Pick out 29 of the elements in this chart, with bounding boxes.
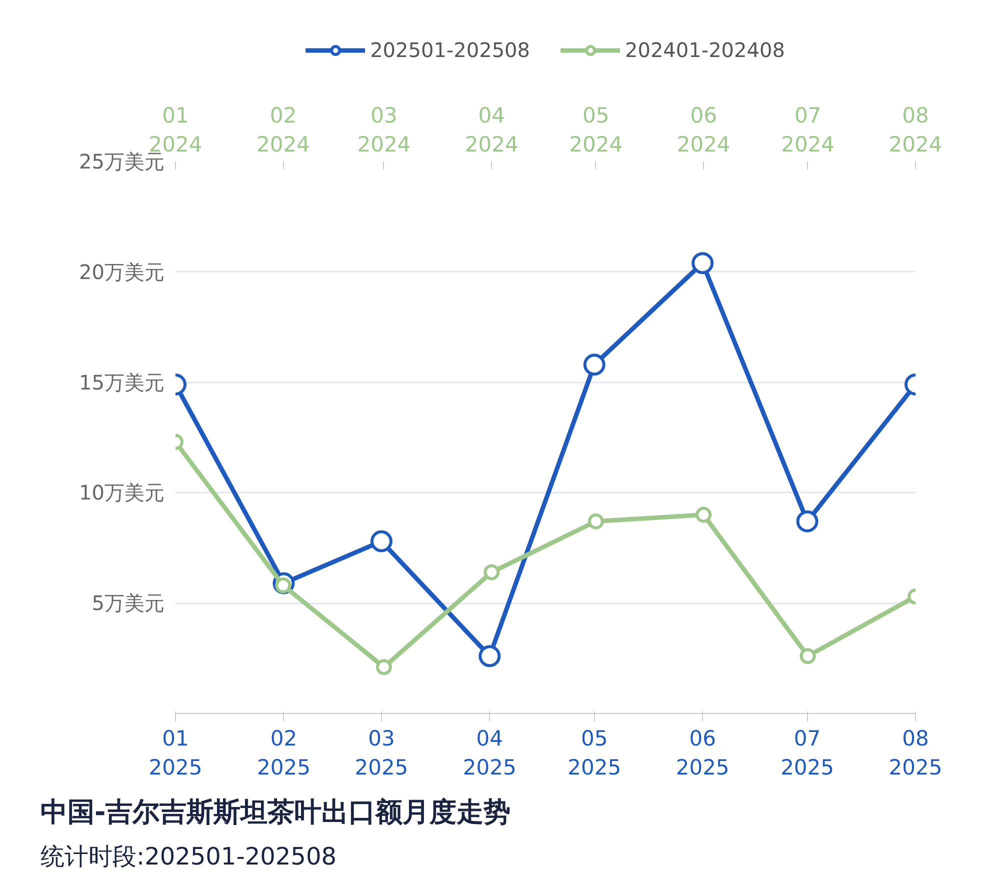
point	[796, 510, 818, 532]
x2-tick-label: 03 2024	[357, 104, 411, 156]
x2-tick-label: 04 2024	[464, 104, 518, 156]
x2-tick-label: 02 2024	[256, 104, 310, 156]
x-tick-label: 06 2025	[676, 726, 730, 780]
point	[583, 354, 606, 376]
legend-label: 202501-202508	[370, 38, 530, 62]
y-tick-label: 15万美元	[79, 370, 165, 394]
x-tick-label: 08 2025	[888, 726, 942, 780]
x-tick-label: 04 2025	[462, 726, 516, 780]
x2-tick-label: 05 2024	[569, 104, 623, 156]
text: 中国-吉尔吉斯斯坦茶叶出口额月度走势	[40, 797, 511, 828]
point	[370, 530, 392, 552]
x2-tick-label: 08 2024	[888, 104, 942, 156]
legend-label: 202401-202408	[625, 38, 785, 62]
x2-tick-label: 06 2024	[676, 104, 730, 156]
y-tick-label: 10万美元	[79, 480, 165, 505]
text: 统计时段:202501-202508	[40, 842, 336, 870]
x-tick-label: 02 2025	[256, 726, 310, 780]
y-tick-label: 5万美元	[92, 591, 165, 616]
x-tick-label: 03 2025	[354, 726, 408, 780]
x-tick-label: 01 2025	[148, 726, 202, 780]
point	[478, 645, 501, 668]
point	[692, 252, 714, 274]
x-tick-label: 05 2025	[568, 726, 622, 780]
x-tick-label: 07 2025	[780, 726, 834, 780]
y-tick-label: 20万美元	[79, 260, 165, 284]
x2-tick-label: 07 2024	[781, 104, 835, 156]
x2-tick-label: 01 2024	[148, 104, 202, 156]
